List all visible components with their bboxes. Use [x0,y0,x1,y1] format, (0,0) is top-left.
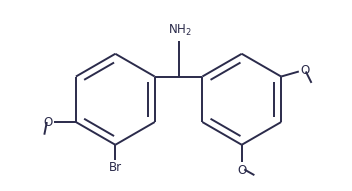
Text: O: O [300,64,309,77]
Text: O: O [43,116,52,129]
Text: O: O [237,164,246,177]
Text: Br: Br [109,161,122,174]
Text: NH$_2$: NH$_2$ [168,23,192,38]
